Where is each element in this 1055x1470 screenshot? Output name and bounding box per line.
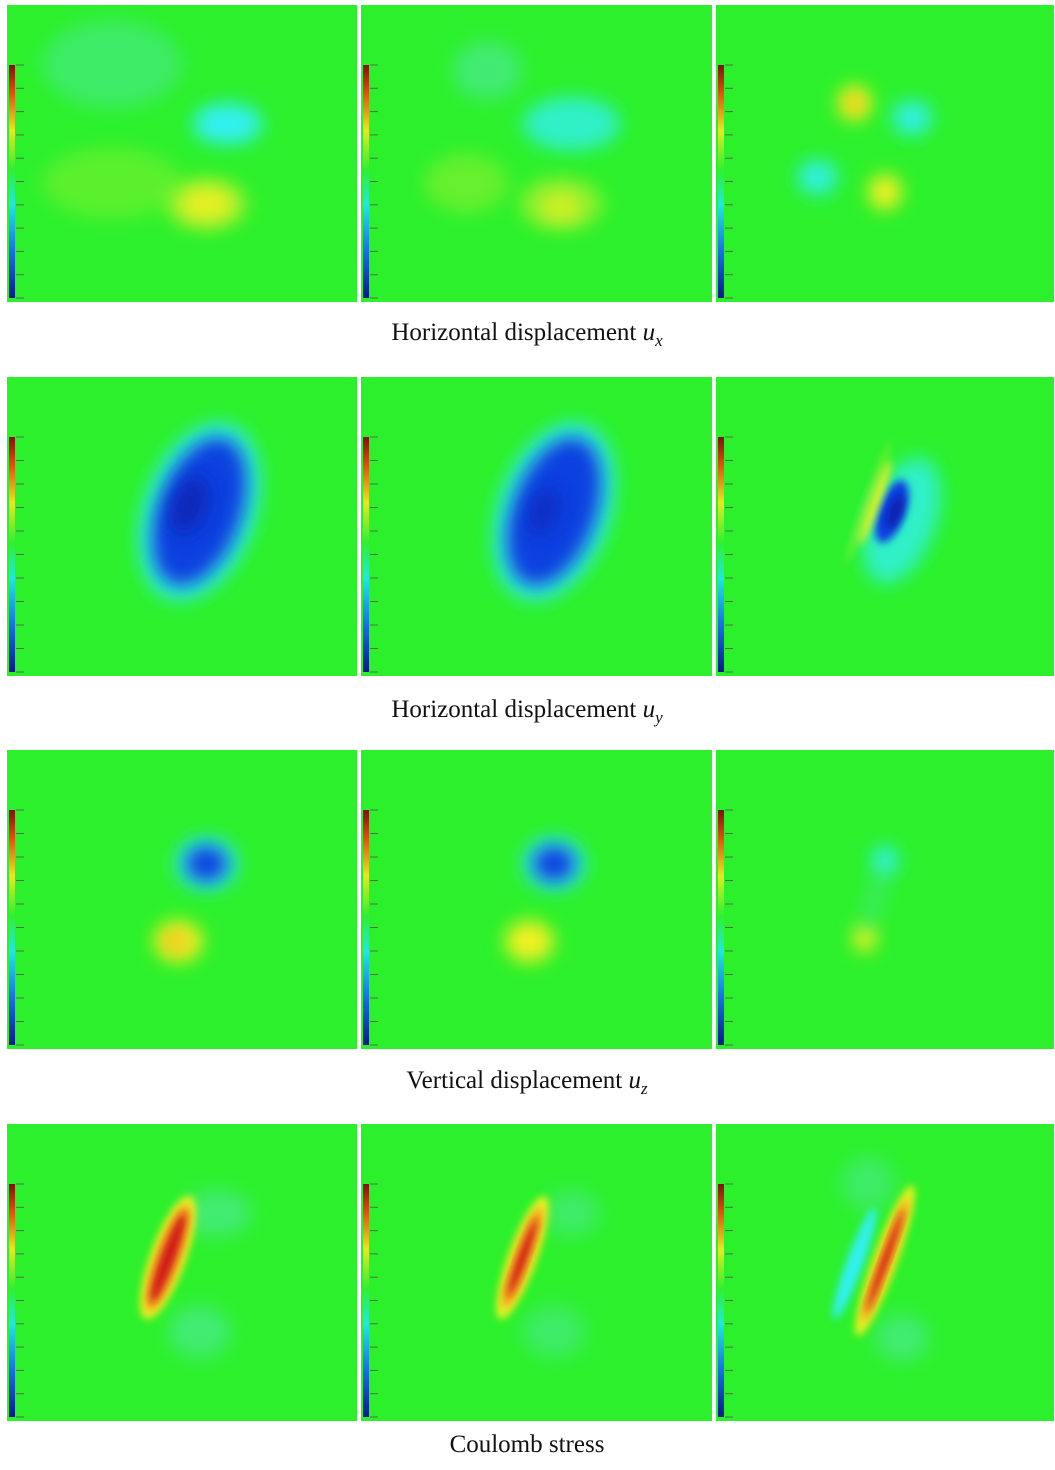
caption: Coulomb stress (450, 1431, 605, 1458)
field-blob (522, 1305, 586, 1359)
field-blob (846, 94, 864, 112)
colorbar (718, 1184, 724, 1417)
colorbar (363, 1184, 369, 1417)
panel (361, 5, 712, 302)
caption: Vertical displacement uz (406, 1067, 648, 1098)
colorbar (718, 65, 724, 298)
colorbar (363, 437, 369, 672)
caption-variable: u (629, 1067, 642, 1094)
colorbar (9, 810, 15, 1045)
field-blob (845, 440, 891, 565)
colorbar (363, 810, 369, 1045)
panel (7, 750, 357, 1049)
field (7, 1124, 357, 1421)
field-blob (527, 488, 560, 535)
field (361, 377, 712, 676)
panel (361, 377, 712, 676)
field (716, 377, 1054, 676)
background (7, 1124, 357, 1421)
colorbar (9, 1184, 15, 1417)
background (716, 5, 1054, 302)
field-blob (891, 100, 933, 136)
panel (7, 377, 357, 676)
field-blob (858, 460, 891, 545)
field-blob (424, 153, 509, 213)
caption-subscript: z (640, 1079, 648, 1098)
field-blob (832, 1207, 877, 1320)
caption-text: Coulomb stress (450, 1431, 605, 1458)
field-blob (543, 1189, 600, 1237)
colorbar (363, 65, 369, 298)
field-blob (874, 1314, 929, 1362)
field-blob (540, 192, 583, 222)
field (716, 1124, 1054, 1421)
field-blob (868, 174, 902, 210)
panel (716, 750, 1054, 1049)
field-blob (42, 147, 182, 219)
caption-text: Vertical displacement (406, 1067, 622, 1094)
colorbar (9, 65, 15, 298)
field-blob (178, 186, 235, 222)
field-blob (162, 930, 188, 952)
colorbar (718, 810, 724, 1045)
panel (7, 1124, 357, 1421)
caption-variable: u (643, 319, 656, 346)
field (7, 750, 357, 1049)
field-blob (504, 920, 555, 963)
background (361, 750, 712, 1049)
field-blob (192, 103, 263, 145)
field-blob (168, 1305, 231, 1359)
field-blob (861, 864, 889, 935)
colorbar (9, 437, 15, 672)
background (361, 5, 712, 302)
background (7, 750, 357, 1049)
colorbar (718, 437, 724, 672)
field (361, 5, 712, 302)
field (716, 5, 1054, 302)
field-blob (886, 494, 904, 529)
caption: Horizontal displacement ux (391, 319, 663, 350)
caption-subscript: x (654, 331, 663, 350)
panel (7, 5, 357, 302)
field (7, 5, 357, 302)
panel (716, 377, 1054, 676)
panel (361, 750, 712, 1049)
caption-text: Horizontal displacement (391, 319, 636, 346)
field-blob (42, 19, 182, 109)
field-blob (532, 845, 576, 882)
panel (361, 1124, 712, 1421)
caption-variable: u (643, 696, 656, 723)
field-blob (866, 1210, 904, 1311)
field-blob (185, 845, 228, 882)
field (361, 750, 712, 1049)
field-blob (841, 1156, 896, 1211)
field-blob (169, 476, 209, 535)
background (361, 1124, 712, 1421)
field-blob (522, 97, 621, 151)
field-blob (797, 159, 838, 196)
caption: Horizontal displacement uy (391, 696, 663, 727)
panel (716, 5, 1054, 302)
field-blob (452, 40, 523, 101)
field-blob (182, 1189, 252, 1237)
field-blob (507, 1218, 538, 1297)
caption-subscript: y (653, 708, 663, 727)
field (716, 750, 1054, 1049)
caption-text: Horizontal displacement (391, 696, 636, 723)
panel (716, 1124, 1054, 1421)
field (361, 1124, 712, 1421)
field-blob (150, 1212, 186, 1303)
field (7, 377, 357, 676)
